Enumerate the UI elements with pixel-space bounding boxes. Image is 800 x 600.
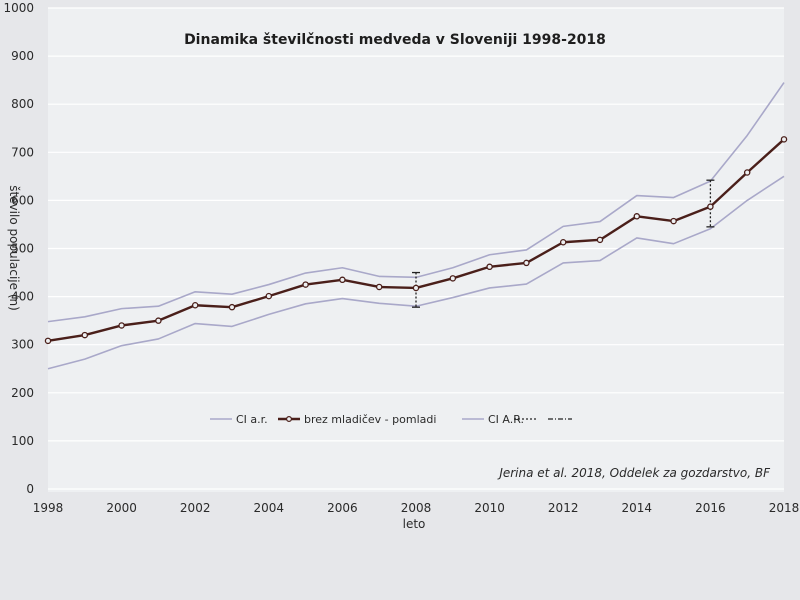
y-tick-label-0: 0 — [26, 482, 34, 496]
data-point-2010 — [486, 263, 493, 271]
data-point-2015 — [670, 217, 677, 225]
data-points — [44, 136, 788, 345]
data-point-2001 — [155, 317, 162, 324]
x-tick-label-2016: 2016 — [695, 501, 726, 515]
data-point-2014 — [633, 213, 641, 220]
y-tick-label-500: 500 — [11, 242, 34, 256]
legend-label-0: CI a.r. — [236, 413, 268, 426]
data-point-2000 — [118, 322, 125, 329]
plot-background — [48, 8, 784, 492]
data-point-2004 — [265, 292, 273, 300]
source-annotation: Jerina et al. 2018, Oddelek za gozdarstv… — [497, 466, 771, 480]
x-tick-label-2000: 2000 — [106, 501, 137, 515]
y-tick-label-100: 100 — [11, 434, 34, 448]
data-point-2006 — [339, 276, 346, 284]
y-tick-label-200: 200 — [11, 386, 34, 400]
data-point-2016 — [707, 203, 714, 210]
data-point-2002 — [191, 302, 199, 309]
legend-marker-1 — [286, 416, 293, 423]
data-point-2018 — [780, 136, 788, 143]
x-tick-label-2018: 2018 — [769, 501, 800, 515]
data-point-2011 — [523, 259, 530, 267]
data-point-2005 — [302, 281, 309, 288]
legend: CI a.r. brez mladičev - pomladi CI A.R. — [210, 413, 572, 426]
y-axis-ticks: 0 100 200 300 400 500 600 700 800 900 1000 — [3, 1, 34, 496]
data-point-2009 — [449, 275, 457, 282]
x-tick-label-2010: 2010 — [474, 501, 505, 515]
y-tick-label-1000: 1000 — [3, 1, 34, 15]
y-axis-label: število populacije (n) — [7, 185, 21, 311]
data-point-2013 — [596, 236, 604, 244]
data-point-2017 — [743, 169, 751, 176]
data-point-2007 — [375, 283, 383, 291]
y-tick-label-700: 700 — [11, 145, 34, 159]
y-tick-label-600: 600 — [11, 193, 34, 207]
x-tick-label-2014: 2014 — [622, 501, 653, 515]
y-tick-label-800: 800 — [11, 97, 34, 111]
data-point-2012 — [559, 238, 567, 246]
y-tick-label-400: 400 — [11, 290, 34, 304]
x-tick-label-2008: 2008 — [401, 501, 432, 515]
x-tick-label-1998: 1998 — [33, 501, 64, 515]
data-point-1999 — [81, 331, 89, 339]
x-tick-label-2006: 2006 — [327, 501, 358, 515]
data-point-2008 — [412, 284, 420, 292]
x-tick-label-2012: 2012 — [548, 501, 579, 515]
legend-label-1: brez mladičev - pomladi — [304, 413, 436, 426]
gridlines — [48, 7, 784, 490]
x-axis-ticks: 1998 2000 2002 2004 2006 2008 2010 2012 2014 2016… — [33, 501, 800, 515]
legend-label-2: CI A.R. — [488, 413, 524, 426]
x-tick-label-2004: 2004 — [254, 501, 285, 515]
y-tick-label-300: 300 — [11, 338, 34, 352]
x-tick-label-2002: 2002 — [180, 501, 211, 515]
x-axis-label: leto — [403, 517, 426, 531]
chart-title: Dinamika številčnosti medveda v Slovenij… — [184, 32, 606, 48]
y-tick-label-900: 900 — [11, 49, 34, 63]
data-point-2003 — [228, 303, 236, 311]
data-point-1998 — [44, 337, 52, 345]
